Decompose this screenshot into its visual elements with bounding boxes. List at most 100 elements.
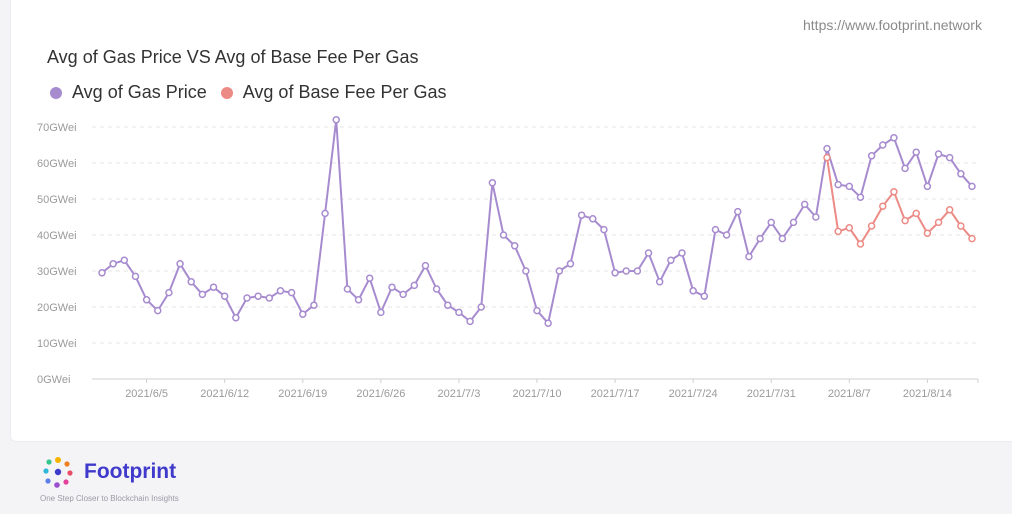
data-point-gas-price[interactable] xyxy=(310,301,318,309)
data-point-base-fee[interactable] xyxy=(845,224,854,232)
data-point-gas-price[interactable] xyxy=(209,283,218,291)
data-point-gas-price[interactable] xyxy=(265,294,274,302)
data-point-gas-price[interactable] xyxy=(867,152,876,160)
data-point-gas-price[interactable] xyxy=(232,314,240,322)
data-point-gas-price[interactable] xyxy=(421,261,430,270)
data-point-gas-price[interactable] xyxy=(522,267,530,275)
data-point-gas-price[interactable] xyxy=(689,287,697,295)
data-point-gas-price[interactable] xyxy=(945,153,954,162)
data-point-gas-price[interactable] xyxy=(934,150,943,158)
data-point-gas-price[interactable] xyxy=(912,148,920,156)
data-point-gas-price[interactable] xyxy=(142,296,151,304)
data-point-gas-price[interactable] xyxy=(299,310,307,318)
data-point-gas-price[interactable] xyxy=(812,213,820,221)
data-point-base-fee[interactable] xyxy=(968,234,976,243)
data-point-gas-price[interactable] xyxy=(756,234,764,243)
data-point-gas-price[interactable] xyxy=(220,292,229,300)
data-point-gas-price[interactable] xyxy=(187,278,195,286)
data-point-gas-price[interactable] xyxy=(711,225,720,234)
data-point-gas-price[interactable] xyxy=(444,301,452,309)
data-point-gas-price[interactable] xyxy=(644,249,653,257)
x-tick-label: 2021/8/7 xyxy=(828,388,871,400)
data-point-base-fee[interactable] xyxy=(901,216,909,225)
data-point-gas-price[interactable] xyxy=(198,290,207,299)
data-point-gas-price[interactable] xyxy=(510,242,519,250)
data-point-base-fee[interactable] xyxy=(823,153,831,162)
data-point-gas-price[interactable] xyxy=(823,144,831,153)
data-point-gas-price[interactable] xyxy=(655,278,664,286)
data-point-gas-price[interactable] xyxy=(276,287,285,295)
data-point-gas-price[interactable] xyxy=(622,267,630,275)
data-point-gas-price[interactable] xyxy=(577,211,586,219)
data-point-gas-price[interactable] xyxy=(890,134,898,142)
data-point-gas-price[interactable] xyxy=(555,267,564,275)
data-point-gas-price[interactable] xyxy=(399,290,407,299)
data-point-base-fee[interactable] xyxy=(912,209,920,218)
data-point-gas-price[interactable] xyxy=(432,285,441,293)
data-point-gas-price[interactable] xyxy=(800,200,809,209)
y-tick-label: 70GWei xyxy=(37,122,77,134)
data-point-gas-price[interactable] xyxy=(589,215,597,223)
data-point-gas-price[interactable] xyxy=(834,180,842,189)
data-point-gas-price[interactable] xyxy=(767,218,775,227)
data-point-gas-price[interactable] xyxy=(789,218,798,227)
data-point-gas-price[interactable] xyxy=(176,260,184,268)
data-point-gas-price[interactable] xyxy=(600,225,608,234)
data-point-gas-price[interactable] xyxy=(533,306,541,315)
data-point-gas-price[interactable] xyxy=(243,294,251,302)
data-point-gas-price[interactable] xyxy=(901,164,909,173)
data-point-base-fee[interactable] xyxy=(923,229,932,237)
data-point-gas-price[interactable] xyxy=(332,116,340,124)
data-point-gas-price[interactable] xyxy=(678,249,686,257)
data-point-base-fee[interactable] xyxy=(856,240,865,248)
data-point-gas-price[interactable] xyxy=(856,193,865,201)
data-point-gas-price[interactable] xyxy=(499,231,508,239)
data-point-base-fee[interactable] xyxy=(934,218,943,227)
data-point-gas-price[interactable] xyxy=(287,288,296,297)
data-point-base-fee[interactable] xyxy=(879,202,887,210)
data-point-base-fee[interactable] xyxy=(834,227,842,236)
data-point-gas-price[interactable] xyxy=(455,308,463,317)
data-point-gas-price[interactable] xyxy=(734,207,742,216)
data-point-gas-price[interactable] xyxy=(879,141,887,149)
data-point-gas-price[interactable] xyxy=(778,234,787,243)
data-point-gas-price[interactable] xyxy=(745,252,753,261)
data-point-gas-price[interactable] xyxy=(131,272,140,281)
data-point-gas-price[interactable] xyxy=(410,281,419,290)
data-point-gas-price[interactable] xyxy=(109,260,117,268)
data-point-gas-price[interactable] xyxy=(722,231,731,239)
data-point-gas-price[interactable] xyxy=(923,182,932,191)
data-point-gas-price[interactable] xyxy=(254,292,262,300)
data-point-gas-price[interactable] xyxy=(165,288,173,297)
legend-item-base-fee[interactable]: Avg of Base Fee Per Gas xyxy=(220,82,447,103)
data-point-gas-price[interactable] xyxy=(611,269,619,277)
y-tick-label: 30GWei xyxy=(37,266,77,278)
data-point-base-fee[interactable] xyxy=(867,222,876,230)
data-point-gas-price[interactable] xyxy=(633,267,642,275)
data-point-gas-price[interactable] xyxy=(968,182,976,191)
data-point-gas-price[interactable] xyxy=(566,260,575,268)
data-point-gas-price[interactable] xyxy=(667,256,675,264)
data-point-gas-price[interactable] xyxy=(377,308,385,317)
data-point-gas-price[interactable] xyxy=(354,296,363,304)
data-point-gas-price[interactable] xyxy=(544,319,552,327)
data-point-base-fee[interactable] xyxy=(890,188,898,196)
data-point-gas-price[interactable] xyxy=(488,179,497,187)
data-point-gas-price[interactable] xyxy=(700,292,709,300)
data-point-gas-price[interactable] xyxy=(343,285,352,293)
data-point-gas-price[interactable] xyxy=(466,317,474,326)
data-point-gas-price[interactable] xyxy=(120,256,129,264)
data-point-gas-price[interactable] xyxy=(98,269,106,277)
data-point-gas-price[interactable] xyxy=(388,283,396,291)
data-point-gas-price[interactable] xyxy=(321,209,329,218)
data-point-gas-price[interactable] xyxy=(845,182,854,191)
data-point-gas-price[interactable] xyxy=(154,306,162,315)
data-point-gas-price[interactable] xyxy=(957,170,965,178)
legend-item-gas-price[interactable]: Avg of Gas Price xyxy=(50,82,207,103)
x-tick-label: 2021/7/3 xyxy=(438,388,481,400)
data-point-base-fee[interactable] xyxy=(945,206,954,214)
data-point-base-fee[interactable] xyxy=(957,222,965,230)
data-point-gas-price[interactable] xyxy=(477,303,485,311)
footprint-logo[interactable]: Footprint xyxy=(38,452,176,492)
data-point-gas-price[interactable] xyxy=(365,274,374,282)
